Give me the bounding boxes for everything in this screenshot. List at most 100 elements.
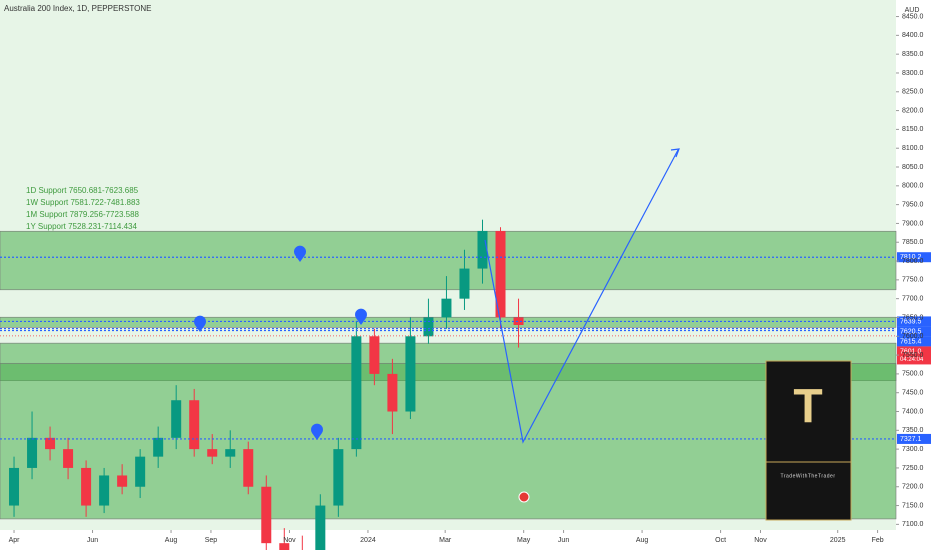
- y-tick-label: 7900.0: [902, 220, 924, 227]
- candle-body: [225, 449, 236, 457]
- zone-label: 1Y Support 7528.231-7114.434: [26, 222, 137, 231]
- candle-body: [45, 437, 56, 450]
- support-zone: [0, 230, 897, 291]
- y-tick-label: 7750.0: [902, 277, 924, 284]
- x-tick-label: Feb: [872, 537, 884, 544]
- price-label: 7601.0: [900, 348, 922, 355]
- x-tick-label: Nov: [754, 537, 767, 544]
- candle-body: [9, 467, 20, 506]
- x-tick-label: Nov: [283, 537, 296, 544]
- x-tick-label: Sep: [205, 537, 218, 544]
- price-label-bg: [897, 252, 931, 263]
- candle-body: [459, 268, 470, 299]
- y-tick-label: 7150.0: [902, 502, 924, 509]
- x-tick-label: Mar: [439, 537, 452, 544]
- candle-body: [441, 298, 452, 318]
- candle-body: [495, 230, 506, 318]
- y-tick-label: 8250.0: [902, 89, 924, 96]
- candle-body: [333, 449, 344, 506]
- candle-body: [153, 437, 164, 457]
- y-tick-label: 7200.0: [902, 484, 924, 491]
- logo-caption: TradeWithTheTrader: [780, 473, 835, 479]
- markers: [194, 245, 368, 440]
- y-tick-label: 7100.0: [902, 521, 924, 528]
- y-tick-label: 7300.0: [902, 446, 924, 453]
- marker: [311, 423, 323, 440]
- y-tick-label: 7700.0: [902, 296, 924, 303]
- price-label-bg: [897, 326, 931, 337]
- y-tick-label: 7550.0: [902, 352, 924, 359]
- logo-box: [765, 360, 852, 521]
- price-label: 7615.4: [900, 338, 922, 345]
- candle-body: [117, 475, 128, 487]
- logo-letter: T: [793, 381, 822, 434]
- x-tick-label: 2025: [830, 537, 846, 544]
- y-tick-label: 8150.0: [902, 126, 924, 133]
- y-tick-label: 7500.0: [902, 371, 924, 378]
- candle-body: [243, 449, 254, 487]
- zone-label: 1D Support 7650.681-7623.685: [26, 186, 139, 195]
- candle-body: [369, 336, 380, 374]
- candle-body: [171, 400, 182, 438]
- currency: AUD: [905, 7, 920, 14]
- support-zone: [0, 316, 897, 328]
- x-tick-label: Jun: [87, 537, 98, 544]
- price-label: 7639.5: [900, 318, 922, 325]
- candle-body: [279, 543, 290, 550]
- y-tick-label: 7450.0: [902, 390, 924, 397]
- event-icon: [518, 491, 530, 503]
- price-label: 7327.1: [900, 436, 922, 443]
- y-tick-label: 8050.0: [902, 164, 924, 171]
- y-tick-label: 8400.0: [902, 32, 924, 39]
- y-tick-label: 8350.0: [902, 51, 924, 58]
- marker: [294, 245, 307, 262]
- y-tick-label: 7800.0: [902, 258, 924, 265]
- candle-body: [423, 317, 434, 337]
- price-label: 7620.5: [900, 328, 922, 335]
- y-tick-label: 7350.0: [902, 427, 924, 434]
- y-tick-label: 7650.0: [902, 314, 924, 321]
- candle-body: [63, 449, 74, 468]
- y-tick-label: 8450.0: [902, 13, 924, 20]
- y-tick-label: 7950.0: [902, 201, 924, 208]
- zone-label: 1W Support 7581.722-7481.883: [26, 198, 140, 207]
- price-label: 7810.2: [900, 254, 922, 261]
- projection-arrow: [484, 149, 679, 444]
- price-label-bg: [897, 316, 931, 327]
- x-tick-label: 2024: [360, 537, 376, 544]
- x-tick-label: Aug: [165, 537, 178, 544]
- x-tick-label: May: [517, 537, 531, 544]
- y-tick-label: 7850.0: [902, 239, 924, 246]
- price-label-bg: [897, 433, 931, 444]
- candle-body: [351, 336, 362, 450]
- y-tick-label: 7250.0: [902, 465, 924, 472]
- candle-body: [513, 317, 524, 325]
- y-tick-label: 7400.0: [902, 408, 924, 415]
- x-tick-label: Jun: [558, 537, 569, 544]
- price-label-bg: [897, 336, 931, 347]
- marker: [354, 308, 368, 325]
- candle-body: [27, 437, 38, 468]
- candle-body: [207, 449, 218, 457]
- zone-label: 1M Support 7879.256-7723.588: [26, 210, 140, 219]
- candle-body: [81, 467, 92, 506]
- candle-body: [315, 505, 326, 550]
- marker: [194, 315, 206, 332]
- y-tick-label: 7600.0: [902, 333, 924, 340]
- candle-body: [387, 373, 398, 412]
- price-axis: [896, 0, 932, 550]
- x-tick-label: Apr: [9, 537, 21, 544]
- chart-title: Australia 200 Index, 1D, PEPPERSTONE: [4, 4, 151, 13]
- y-tick-label: 8200.0: [902, 107, 924, 114]
- candle-body: [477, 230, 488, 269]
- candle-body: [405, 336, 416, 412]
- y-tick-label: 8000.0: [902, 183, 924, 190]
- time-axis: [0, 530, 896, 550]
- support-zone: [0, 362, 897, 520]
- x-tick-label: Oct: [715, 537, 726, 544]
- countdown: 04:24:04: [900, 357, 924, 363]
- arrow-head: [670, 148, 680, 158]
- y-tick-label: 8300.0: [902, 70, 924, 77]
- x-tick-label: Aug: [636, 537, 649, 544]
